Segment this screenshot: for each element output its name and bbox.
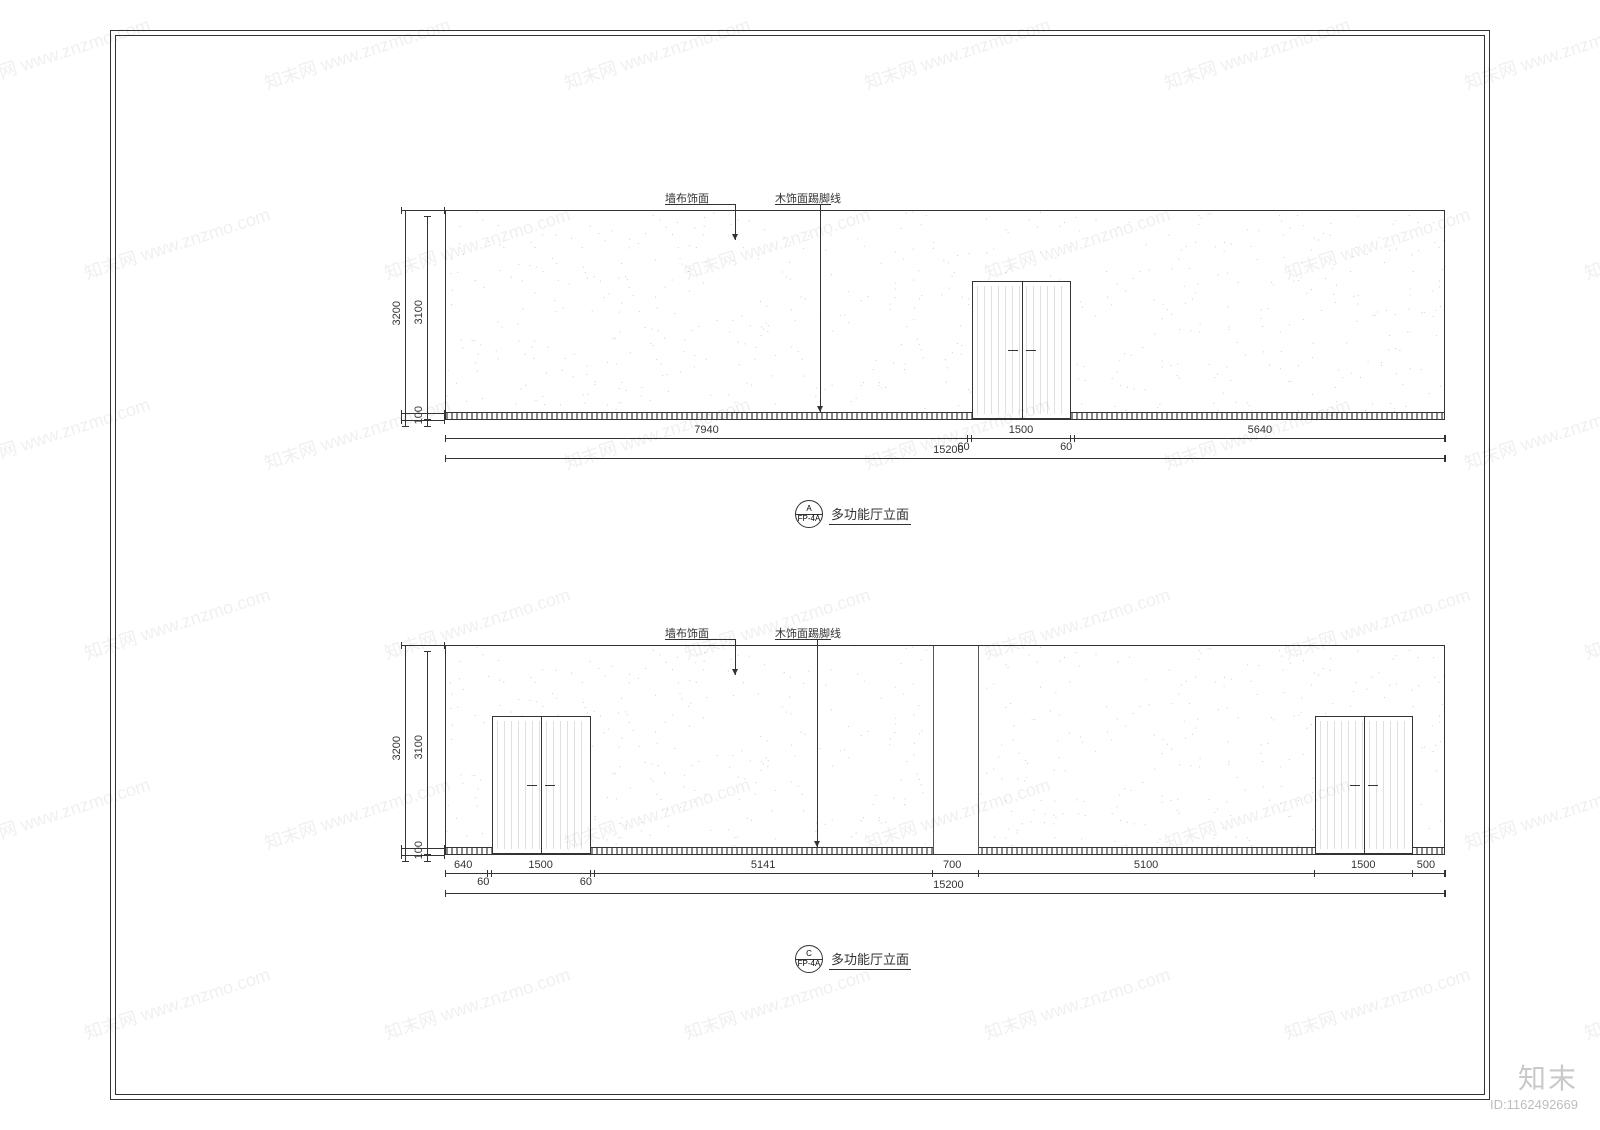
double-door (1315, 716, 1414, 854)
watermark-text: 知末网 www.znzmo.com (1581, 961, 1600, 1046)
dim-ext (401, 645, 445, 646)
leader-line (721, 204, 735, 205)
dim-ext (401, 420, 445, 421)
dim-v (427, 651, 428, 855)
leader-line (721, 639, 735, 640)
elevation-C: 100 3100 3200 640 60 1500 60 5141 700 5100 1500 500… (315, 595, 1485, 995)
dim-v (427, 420, 428, 427)
dim-text: 7940 (694, 424, 718, 436)
dim-text: 1500 (1351, 859, 1375, 871)
dim-text: 100 (413, 841, 425, 859)
dim-v (427, 216, 428, 420)
title-circle-icon: C FP-4A (795, 945, 823, 973)
dim-v (405, 645, 406, 862)
watermark-corner-cn: 知末 (1490, 1057, 1578, 1097)
dim-text: 3100 (413, 300, 425, 324)
leader-line (665, 204, 721, 205)
dim-ext (401, 855, 445, 856)
dim-text: 3200 (391, 301, 403, 325)
dim-tick (1445, 890, 1446, 897)
leader-line (817, 639, 818, 847)
dim-text: 1500 (1009, 424, 1033, 436)
dim-text: 3100 (413, 735, 425, 759)
dim-tick (1074, 435, 1075, 442)
dim-text: 3200 (391, 736, 403, 760)
elevation-title: C FP-4A 多功能厅立面 (795, 945, 911, 973)
page-root: 10031003200794060150060564015200墙布饰面木饰面踢… (0, 0, 1600, 1130)
leader-arrow-icon (814, 841, 820, 847)
dim-text: 60 (580, 876, 592, 888)
dim-tick (932, 870, 933, 877)
pilaster (933, 646, 979, 854)
watermark-text: 知末网 www.znzmo.com (1581, 201, 1600, 286)
dim-tick (445, 455, 446, 462)
dim-tick (971, 435, 972, 442)
dim-text: 640 (454, 859, 472, 871)
elevation-title: A FP-4A 多功能厅立面 (795, 500, 911, 528)
elevation-A: 10031003200794060150060564015200墙布饰面木饰面踢… (315, 160, 1485, 560)
dim-tick (1445, 435, 1446, 442)
dim-text: 15200 (933, 444, 964, 456)
dim-tick (1445, 870, 1446, 877)
leader-line (820, 204, 831, 205)
drawing-area: 10031003200794060150060564015200墙布饰面木饰面踢… (120, 40, 1480, 1090)
dim-v (405, 210, 406, 427)
dim-text: 5640 (1248, 424, 1272, 436)
dim-text: 1500 (528, 859, 552, 871)
dim-h (445, 873, 1445, 874)
wall-stipple (446, 211, 1444, 419)
dim-text: 100 (413, 406, 425, 424)
dim-tick (594, 870, 595, 877)
double-door (972, 281, 1071, 419)
dim-tick (445, 870, 446, 877)
wall (445, 645, 1445, 855)
title-sheet: FP-4A (798, 515, 821, 524)
dim-ext (401, 413, 445, 414)
title-id: A (806, 505, 811, 514)
dim-text: 15200 (933, 879, 964, 891)
double-door (492, 716, 591, 854)
dim-h (445, 893, 1445, 894)
dim-tick (1412, 870, 1413, 877)
leader-line (817, 639, 831, 640)
dim-h (445, 438, 1445, 439)
leader-line (665, 639, 721, 640)
wall (445, 210, 1445, 420)
dim-v (427, 855, 428, 862)
watermark-corner-id: ID:1162492669 (1490, 1097, 1578, 1112)
dim-text: 500 (1417, 859, 1435, 871)
dim-text: 700 (943, 859, 961, 871)
title-text: 多功能厅立面 (829, 949, 911, 970)
title-id: C (806, 950, 812, 959)
dim-tick (445, 890, 446, 897)
dim-ext (401, 210, 445, 211)
leader-arrow-icon (817, 406, 823, 412)
dim-tick (978, 870, 979, 877)
dim-text: 60 (477, 876, 489, 888)
dim-tick (1314, 870, 1315, 877)
skirting-band (446, 412, 1444, 419)
dim-text: 60 (1060, 441, 1072, 453)
title-sheet: FP-4A (798, 960, 821, 969)
leader-line (820, 204, 821, 412)
watermark-corner: 知末 ID:1162492669 (1490, 1057, 1578, 1112)
dim-tick (1445, 455, 1446, 462)
dim-ext (401, 848, 445, 849)
dim-tick (491, 870, 492, 877)
dim-text: 5141 (751, 859, 775, 871)
dim-h (445, 458, 1445, 459)
leader-arrow-icon (732, 234, 738, 240)
title-text: 多功能厅立面 (829, 504, 911, 525)
watermark-text: 知末网 www.znzmo.com (1581, 581, 1600, 666)
dim-text: 5100 (1134, 859, 1158, 871)
title-circle-icon: A FP-4A (795, 500, 823, 528)
dim-tick (445, 435, 446, 442)
leader-arrow-icon (732, 669, 738, 675)
